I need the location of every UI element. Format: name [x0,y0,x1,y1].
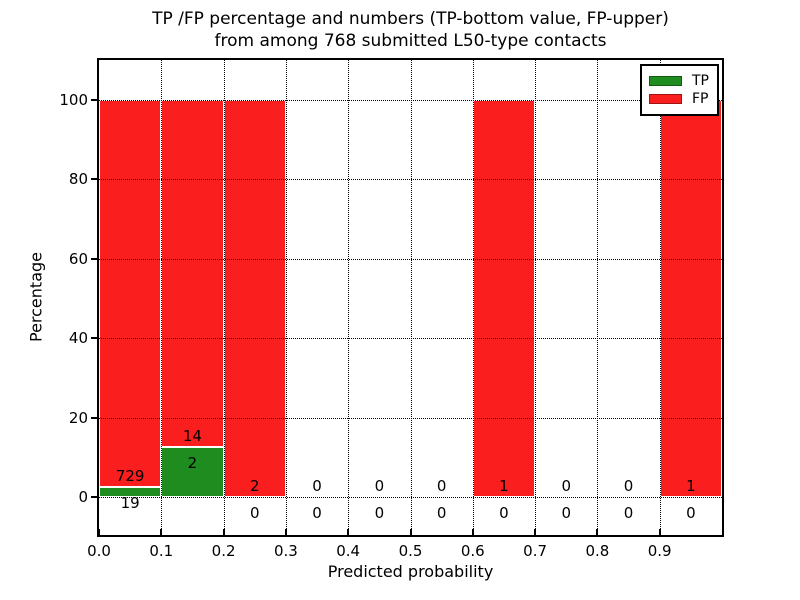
bar-tp-segment [99,486,162,497]
y-tick-label: 80 [68,170,88,189]
tp-count-label: 0 [499,504,509,522]
chart-title-line2: from among 768 submitted L50-type contac… [214,31,607,51]
bar-fp-segment [223,100,286,497]
gridlines-layer [99,60,722,535]
y-tick-label: 40 [68,329,88,348]
tp-count-label: 0 [686,504,696,522]
y-tick-mark [91,337,98,340]
gridline-vertical [285,60,287,535]
x-tick-mark [596,529,599,535]
x-tick-mark [534,529,537,535]
gridline-vertical [535,60,537,535]
y-tick-mark [91,99,98,101]
y-tick-mark [91,178,98,181]
fp-count-label: 14 [182,427,202,446]
legend-label-fp: FP [692,91,709,107]
bar-fp-segment [659,100,722,497]
tp-count-label: 0 [436,504,447,522]
x-tick-label: 0.3 [273,542,298,560]
tp-count-label: 0 [312,504,322,522]
bar-tp-segment [161,447,224,497]
chart-title: TP /FP percentage and numbers (TP-bottom… [97,8,724,52]
tp-count-label: 0 [623,504,634,522]
x-tick-label: 0.6 [460,542,485,560]
fp-count-label: 1 [686,477,696,495]
fp-count-label: 2 [249,477,260,495]
gridline-vertical [597,60,599,535]
x-tick-mark [222,529,225,535]
plot-area: 729 19 14 2 2 0 0 0 0 0 0 0 1 0 0 0 0 0 1 0 TP FP [97,58,724,537]
y-tick-mark [91,416,98,419]
bar-fp-segment [161,100,224,448]
x-tick-label: 0.8 [585,542,610,560]
x-axis-label: Predicted probability [327,562,494,581]
x-tick-label: 0.5 [398,542,423,560]
x-tick-mark [658,529,661,535]
gridline-vertical [223,60,225,535]
x-tick-mark [98,529,100,535]
tp-count-label: 19 [120,493,140,512]
x-tick-mark [284,529,287,535]
x-tick-label: 0.7 [523,542,548,560]
legend-label-tp: TP [692,73,709,89]
tp-count-label: 0 [249,504,260,522]
chart-title-line1: TP /FP percentage and numbers (TP-bottom… [152,9,669,29]
gridline-vertical [410,60,412,535]
x-tick-mark [471,529,474,535]
y-tick-mark [91,257,98,260]
x-tick-label: 0.9 [647,542,672,560]
fp-count-label: 0 [436,477,447,495]
tp-count-label: 0 [561,504,572,522]
x-tick-label: 0.2 [211,542,236,560]
y-tick-label: 20 [68,408,88,427]
y-tick-label: 100 [59,91,88,109]
tp-count-label: 0 [374,504,385,522]
fp-count-label: 0 [374,477,385,495]
gridline-vertical [348,60,350,535]
x-tick-label: 0.4 [336,542,361,560]
gridline-vertical [659,60,661,535]
gridline-vertical [161,60,163,535]
fp-count-label: 0 [623,477,634,495]
bar-count-labels-layer: 729 19 14 2 2 0 0 0 0 0 0 0 1 0 0 0 0 0 1 0 [99,60,722,535]
legend: TP FP [640,64,719,116]
gridline-vertical [472,60,474,535]
x-tick-mark [347,529,350,535]
bar-fp-segment [472,100,536,497]
y-tick-label: 0 [78,488,88,506]
legend-item-fp: FP [649,91,709,107]
fp-count-label: 1 [499,477,509,495]
x-tick-label: 0.0 [87,542,111,560]
fp-count-label: 0 [561,477,572,495]
y-tick-mark [91,496,98,498]
legend-swatch-tp-icon [649,76,682,86]
fp-count-label: 0 [312,477,322,495]
x-tick-label: 0.1 [149,542,174,560]
y-tick-label: 60 [68,249,88,268]
x-tick-mark [160,529,163,535]
fp-count-label: 729 [115,466,145,485]
legend-swatch-fp-icon [649,94,682,104]
x-tick-mark [409,529,412,535]
bar-fp-segment [99,100,162,487]
tp-count-label: 2 [187,454,198,473]
bars-layer [99,60,722,535]
legend-item-tp: TP [649,73,709,89]
